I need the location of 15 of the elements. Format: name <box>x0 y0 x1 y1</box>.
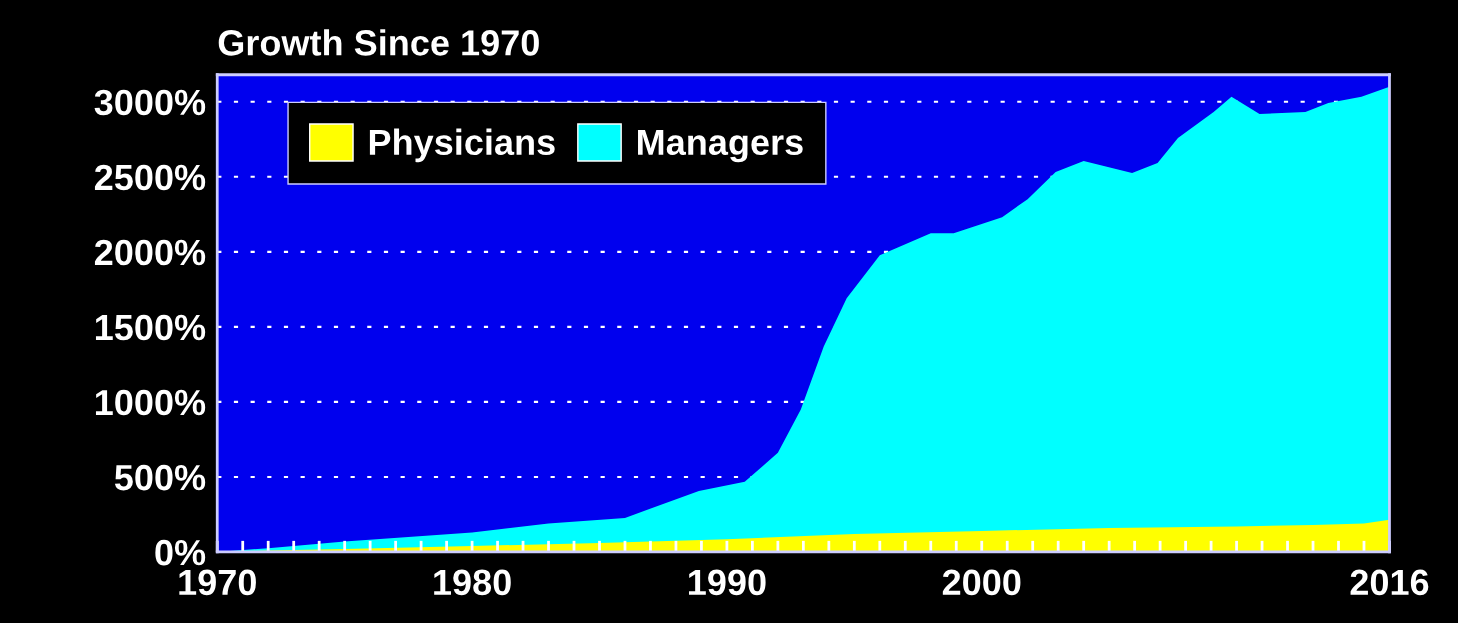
y-tick-label: 500% <box>114 464 206 491</box>
y-tick-label: 0% <box>155 539 206 566</box>
y-tick-label: 3000% <box>94 89 206 116</box>
x-tick-label: 1990 <box>689 569 766 596</box>
y-tick-label: 1000% <box>95 389 206 416</box>
x-tick-label: 1980 <box>434 569 511 596</box>
x-tick-label: 2016 <box>1350 569 1429 596</box>
legend-label: Managers <box>638 129 803 163</box>
chart-title: Growth Since 1970 <box>218 29 539 56</box>
y-tick-label: 2000% <box>94 239 206 266</box>
y-tick-label: 2500% <box>94 164 206 191</box>
x-tick-label: 1970 <box>179 569 256 596</box>
legend-label: Physicians <box>369 128 555 163</box>
x-tick-label: 2000 <box>942 569 1021 596</box>
y-tick-label: 1500% <box>95 314 206 341</box>
